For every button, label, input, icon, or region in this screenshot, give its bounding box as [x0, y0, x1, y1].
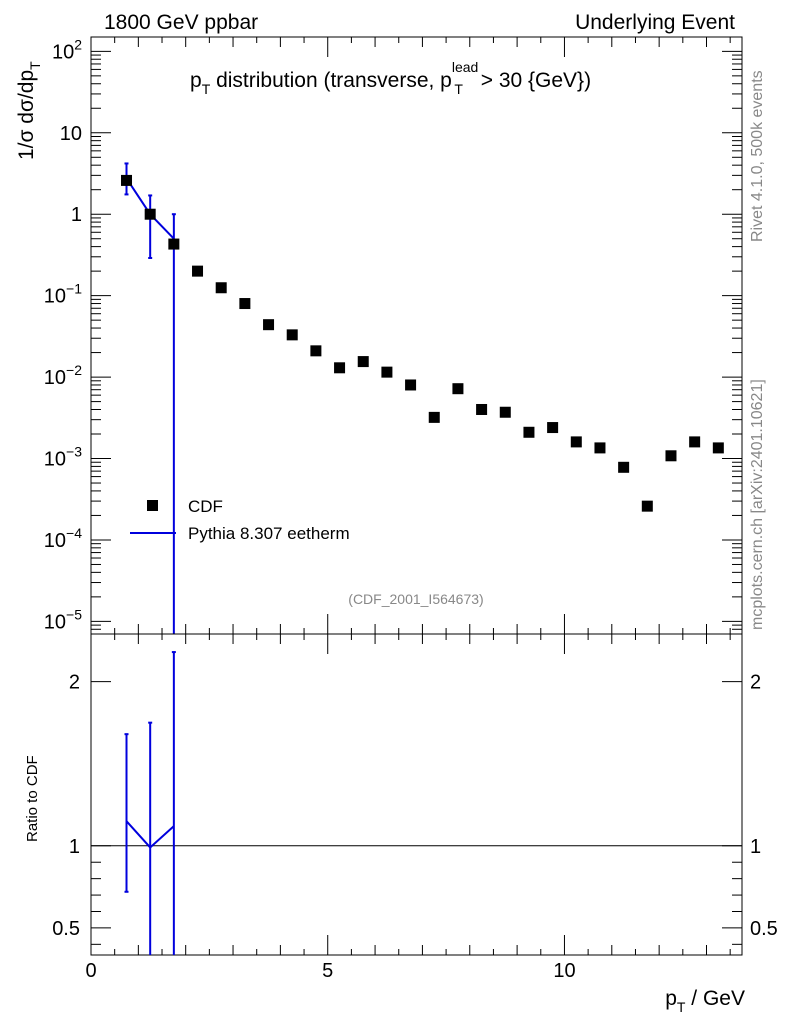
main-y-tick-label: 10−1 [44, 281, 82, 308]
legend-label-pythia: Pythia 8.307 eetherm [188, 524, 350, 543]
plot-title: pT distribution (transverse, plead T > 30… [190, 59, 591, 97]
ratio-y-tick-label-left: 0.5 [52, 918, 80, 940]
main-panel: 102 10 1 10−1 10−2 10−3 10−4 10−5 pT distributi… [15, 36, 743, 635]
ratio-y-tick-label-right: 0.5 [750, 918, 778, 940]
cdf-data-point [523, 426, 535, 438]
main-y-tick-label: 1 [71, 204, 82, 226]
x-tick-label: 5 [322, 960, 333, 982]
cdf-data-point [618, 461, 630, 473]
x-axis-label: pT / GeV [665, 987, 745, 1015]
cdf-data-point [428, 411, 440, 423]
cdf-data-point [405, 379, 417, 391]
main-y-tick-label: 10 [60, 123, 82, 145]
cdf-data-point [570, 436, 582, 448]
cdf-data-point [357, 356, 369, 368]
header-collider: 1800 GeV ppbar [104, 11, 258, 34]
ratio-x-ticks [90, 634, 731, 955]
main-y-tick-label: 10−5 [44, 606, 82, 633]
cdf-data-point [665, 450, 677, 462]
ratio-y-tick-label-right: 1 [750, 836, 761, 858]
cdf-data-point [476, 403, 488, 415]
analysis-watermark: (CDF_2001_I564673) [348, 591, 483, 607]
cdf-data-point [712, 442, 724, 454]
mc-series-main [124, 162, 176, 634]
ratio-y-ticks: 2 2 1 1 0.5 0.5 [52, 672, 778, 945]
x-tick-label: 0 [85, 960, 96, 982]
ratio-y-axis-label: Ratio to CDF [24, 755, 41, 842]
cdf-data-point [144, 208, 156, 220]
cdf-data-point [594, 442, 606, 454]
main-y-ticks: 102 10 1 10−1 10−2 10−3 10−4 10−5 [44, 36, 742, 635]
cdf-data-point [452, 383, 464, 395]
x-tick-label: 10 [553, 960, 575, 982]
ratio-y-tick-label-left: 1 [69, 836, 80, 858]
cdf-data-point [381, 366, 393, 378]
header-analysis: Underlying Event [575, 11, 735, 34]
side-text-version: Rivet 4.1.0, 500k events [749, 70, 766, 242]
main-x-ticks [90, 37, 731, 634]
legend-marker-cdf [147, 500, 158, 511]
data-series-main [121, 174, 724, 512]
legend-label-cdf: CDF [188, 497, 223, 516]
cdf-data-point [689, 436, 701, 448]
cdf-data-point [168, 238, 180, 250]
cdf-data-point [263, 319, 275, 331]
x-tick-labels: 0 5 10 [85, 960, 575, 982]
main-y-tick-label: 102 [52, 36, 82, 63]
cdf-data-point [215, 282, 227, 294]
cdf-data-point [121, 174, 133, 186]
cdf-data-point [310, 345, 322, 357]
cdf-data-point [499, 406, 511, 418]
cdf-data-point [239, 298, 251, 310]
main-y-tick-label: 10−2 [44, 362, 82, 389]
cdf-data-point [192, 265, 204, 277]
side-text-source: mcplots.cern.ch [arXiv:2401.10621] [749, 379, 766, 630]
mc-series-ratio [124, 651, 176, 955]
main-y-tick-label: 10−3 [44, 444, 82, 471]
legend: CDF Pythia 8.307 eetherm [130, 497, 350, 543]
cdf-data-point [641, 500, 653, 512]
main-y-tick-label: 10−4 [44, 525, 82, 552]
cdf-data-point [334, 362, 346, 374]
cdf-data-point [547, 422, 559, 434]
ratio-y-tick-label-left: 2 [69, 672, 80, 694]
ratio-panel: 2 2 1 1 0.5 0.5 Ratio to CDF [24, 633, 778, 956]
ratio-plot-frame [90, 633, 743, 956]
main-plot-frame [90, 36, 743, 635]
y-axis-label: 1/σ dσ/dpT [15, 61, 43, 160]
ratio-y-tick-label-right: 2 [750, 672, 761, 694]
cdf-data-point [286, 329, 298, 341]
